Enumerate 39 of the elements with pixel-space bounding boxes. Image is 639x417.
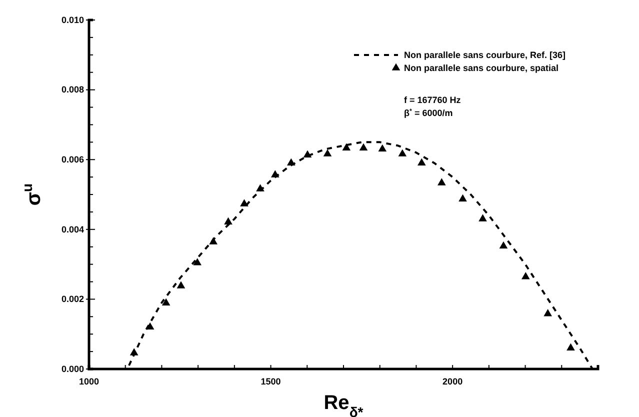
x-axis-title: Re$_{δ*}$	[324, 392, 364, 417]
y-tick-label: 0.004	[61, 224, 84, 234]
legend-label: Non parallele sans courbure, spatial	[404, 63, 559, 73]
point	[130, 348, 138, 356]
annotation: β$^{*}$ = 6000/m	[404, 108, 453, 118]
annotation: f = 167760 Hz	[404, 95, 462, 105]
legend-label: Non parallele sans courbure, Ref. [36]	[404, 50, 566, 60]
point	[398, 149, 407, 156]
point	[478, 214, 487, 222]
y-tick-label: 0.008	[61, 84, 84, 95]
x-tick-label: 1500	[260, 376, 281, 387]
point	[499, 241, 508, 249]
point	[544, 309, 552, 316]
point	[303, 150, 312, 158]
point	[566, 343, 575, 350]
point	[240, 199, 248, 206]
point	[323, 149, 332, 156]
point	[162, 298, 170, 306]
point	[458, 194, 467, 202]
point	[224, 217, 232, 224]
point	[209, 237, 218, 244]
point	[521, 272, 530, 280]
point	[378, 144, 387, 152]
point	[270, 170, 280, 178]
point	[418, 158, 426, 166]
y-tick-label: 0.000	[61, 364, 84, 374]
y-tick-label: 0.002	[61, 294, 84, 304]
y-tick-label: 0.006	[61, 154, 84, 164]
x-tick-label: 2000	[442, 376, 463, 387]
point	[359, 143, 368, 150]
y-tick-label: 0.010	[61, 14, 84, 25]
point	[146, 322, 154, 330]
point	[342, 143, 351, 150]
x-tick-label: 1000	[78, 376, 100, 387]
point	[176, 281, 186, 288]
point	[438, 178, 446, 186]
point	[286, 158, 296, 166]
point	[256, 184, 264, 192]
point	[193, 258, 202, 266]
